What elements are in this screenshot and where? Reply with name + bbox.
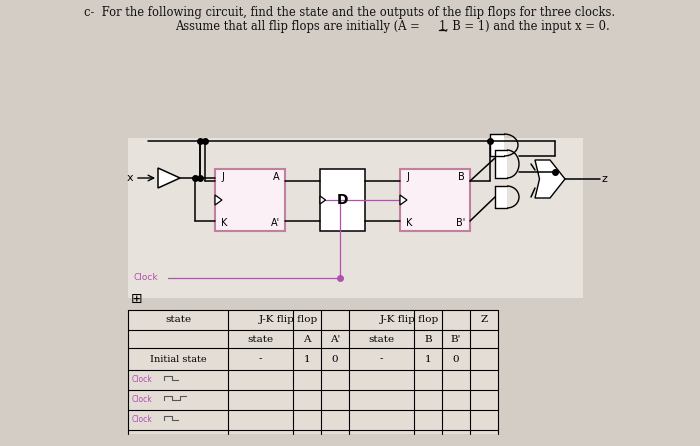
Bar — [215, 169, 285, 231]
Bar — [490, 134, 504, 156]
Text: A': A' — [271, 218, 280, 228]
Polygon shape — [400, 195, 407, 205]
Text: 0: 0 — [453, 355, 459, 363]
Polygon shape — [320, 196, 326, 204]
Text: Clock: Clock — [132, 376, 153, 384]
Text: Clock: Clock — [132, 416, 153, 425]
Text: K: K — [406, 218, 412, 228]
Text: -: - — [259, 355, 262, 363]
Text: Clock: Clock — [133, 273, 158, 282]
Text: c-  For the following circuit, find the state and the outputs of the flip flops : c- For the following circuit, find the s… — [85, 6, 615, 19]
Polygon shape — [215, 195, 222, 205]
Text: state: state — [165, 315, 191, 325]
Text: J-K flip flop: J-K flip flop — [380, 315, 439, 325]
Text: ⊞: ⊞ — [131, 292, 143, 306]
Bar — [495, 150, 507, 178]
Text: state: state — [368, 334, 395, 343]
Text: B': B' — [456, 218, 465, 228]
Bar — [128, 310, 498, 434]
Text: x: x — [127, 173, 133, 183]
Bar — [128, 138, 583, 298]
Text: , B = 1) and the input x = 0.: , B = 1) and the input x = 0. — [445, 20, 610, 33]
Text: B': B' — [451, 334, 461, 343]
Polygon shape — [158, 168, 180, 188]
Text: J: J — [221, 172, 224, 182]
Bar — [495, 186, 507, 208]
Text: -: - — [379, 355, 384, 363]
Text: J-K flip flop: J-K flip flop — [259, 315, 318, 325]
Text: 0: 0 — [332, 355, 338, 363]
Text: D: D — [337, 193, 349, 207]
Text: B: B — [424, 334, 432, 343]
Text: J: J — [406, 172, 409, 182]
Text: Assume that all flip flops are initially (A =: Assume that all flip flops are initially… — [175, 20, 424, 33]
Text: Clock: Clock — [132, 396, 153, 405]
Text: Z: Z — [480, 315, 488, 325]
Text: Initial state: Initial state — [150, 355, 206, 363]
Text: A: A — [274, 172, 280, 182]
Text: K: K — [221, 218, 228, 228]
Text: A: A — [303, 334, 311, 343]
Text: 1: 1 — [425, 355, 431, 363]
Text: B: B — [458, 172, 465, 182]
Text: 1: 1 — [304, 355, 310, 363]
Text: z: z — [602, 174, 608, 184]
Text: state: state — [247, 334, 274, 343]
Polygon shape — [535, 160, 565, 198]
Text: 1: 1 — [439, 20, 447, 33]
Text: A': A' — [330, 334, 340, 343]
Bar — [400, 169, 470, 231]
Bar — [320, 169, 365, 231]
